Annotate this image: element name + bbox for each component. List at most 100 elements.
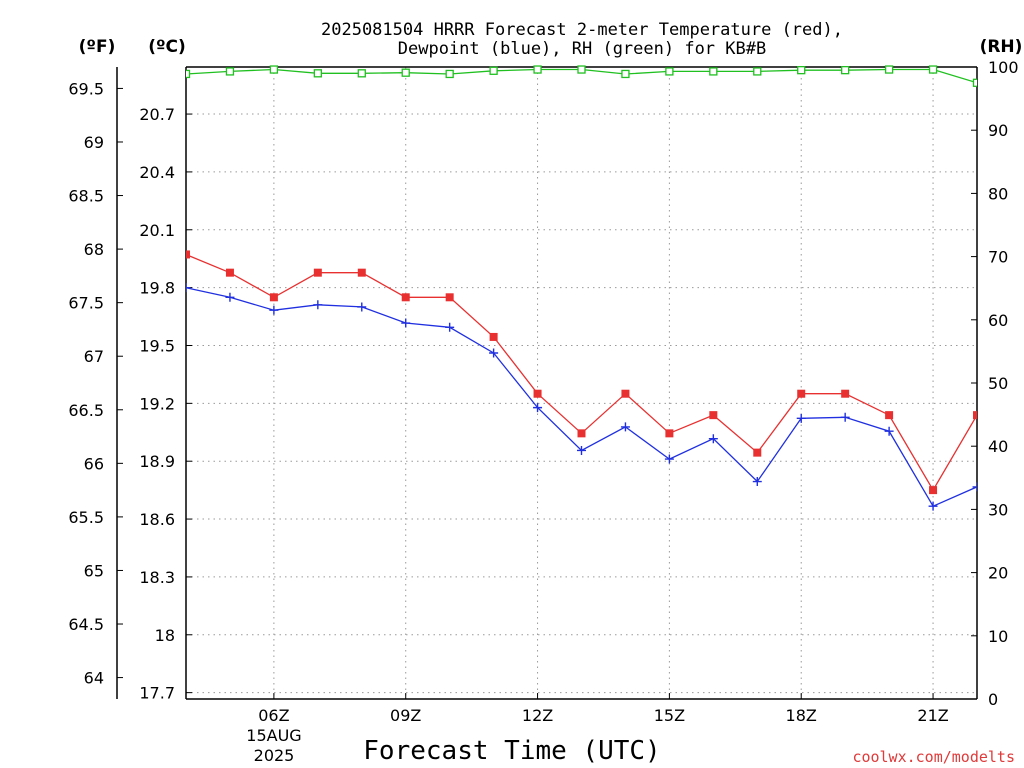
fahrenheit-tick-label: 69 xyxy=(84,133,104,152)
rh-point xyxy=(489,66,498,75)
temperature-point xyxy=(885,411,894,420)
dewpoint-point xyxy=(225,292,235,302)
rh-tick-label: 20 xyxy=(988,564,1008,583)
series xyxy=(186,65,977,511)
celsius-tick-label: 20.7 xyxy=(139,105,175,124)
dewpoint-point xyxy=(972,482,977,492)
rh-point xyxy=(269,65,279,74)
temperature-point xyxy=(709,411,718,420)
rh-tick-label: 10 xyxy=(988,627,1008,646)
rh-point xyxy=(313,69,322,78)
rh-point xyxy=(841,66,850,75)
x-tick-label: 12Z xyxy=(522,706,553,725)
dewpoint-point xyxy=(708,434,718,444)
fahrenheit-unit-label: (ºF) xyxy=(79,37,116,57)
temperature-point xyxy=(357,268,366,277)
fahrenheit-tick-label: 68.5 xyxy=(68,187,104,206)
rh-point xyxy=(928,65,938,74)
dewpoint-point xyxy=(401,318,411,328)
rh-point xyxy=(186,69,191,79)
dewpoint-point xyxy=(884,426,894,436)
rh-unit-label: (RH) xyxy=(980,37,1023,57)
temperature-point xyxy=(533,389,542,398)
dewpoint-point xyxy=(664,454,674,464)
celsius-unit-label: (ºC) xyxy=(148,37,186,57)
temperature-point xyxy=(445,293,454,302)
x-tick-label: 21Z xyxy=(917,706,948,725)
x-tick-label: 18Z xyxy=(786,706,817,725)
axes: 64 64.5 65 65.5 66 66.5 67 67.5 68 68.5 69 69.5 17.7… xyxy=(68,58,1018,725)
x-tick-label: 15Z xyxy=(654,706,685,725)
celsius-tick-label: 18.3 xyxy=(139,568,175,587)
rh-tick-label: 50 xyxy=(988,374,1008,393)
x-axis-title: Forecast Time (UTC) xyxy=(363,736,660,766)
temperature-point xyxy=(577,429,586,438)
temperature-point xyxy=(313,268,322,277)
rh-point xyxy=(753,67,762,76)
temperature-point xyxy=(401,293,410,302)
celsius-tick-label: 19.5 xyxy=(139,336,175,355)
rh-point xyxy=(665,67,674,76)
dewpoint-point xyxy=(533,403,543,413)
temperature-point xyxy=(841,389,850,398)
celsius-tick-label: 19.8 xyxy=(139,279,175,298)
fahrenheit-tick-label: 64 xyxy=(84,669,104,688)
fahrenheit-tick-label: 65.5 xyxy=(68,508,104,527)
fahrenheit-tick-label: 68 xyxy=(84,240,104,259)
dewpoint-point xyxy=(796,413,806,423)
rh-tick-label: 80 xyxy=(988,184,1008,203)
dewpoint-point xyxy=(840,412,850,422)
dewpoint-point xyxy=(489,348,499,358)
temperature-point xyxy=(269,293,278,302)
rh-point xyxy=(797,66,806,75)
x-tick-label: 09Z xyxy=(390,706,421,725)
rh-point xyxy=(533,65,542,74)
celsius-tick-label: 19.2 xyxy=(139,394,175,413)
temperature-point xyxy=(225,268,234,277)
grid xyxy=(186,67,977,699)
rh-point xyxy=(709,67,718,76)
dewpoint-point xyxy=(269,305,279,315)
fahrenheit-tick-label: 64.5 xyxy=(68,615,104,634)
celsius-tick-label: 17.7 xyxy=(139,684,175,703)
celsius-tick-label: 20.1 xyxy=(139,221,175,240)
rh-point xyxy=(225,67,235,76)
temperature-point xyxy=(797,389,806,398)
fahrenheit-tick-label: 69.5 xyxy=(68,79,104,98)
chart-title-line2: Dewpoint (blue), RH (green) for KB#B xyxy=(398,39,766,59)
fahrenheit-tick-label: 67 xyxy=(84,347,104,366)
celsius-tick-label: 18.6 xyxy=(139,510,175,529)
chart-title-line1: 2025081504 HRRR Forecast 2-meter Tempera… xyxy=(321,20,843,40)
x-tick-label: 06Z xyxy=(258,706,289,725)
rh-point xyxy=(884,65,894,74)
temperature-point xyxy=(973,411,977,420)
rh-tick-label: 0 xyxy=(988,690,998,709)
rh-point xyxy=(972,78,977,87)
dewpoint-line xyxy=(186,287,977,508)
rh-point xyxy=(445,69,454,79)
fahrenheit-tick-label: 66 xyxy=(84,454,104,473)
rh-point xyxy=(621,69,630,79)
fahrenheit-tick-label: 67.5 xyxy=(68,294,104,313)
temperature-point xyxy=(621,389,630,398)
rh-point xyxy=(357,69,366,78)
series-group xyxy=(186,65,977,511)
temperature-point xyxy=(186,250,190,259)
date-label-year: 2025 xyxy=(254,746,295,765)
temperature-point xyxy=(489,332,498,341)
rh-tick-label: 90 xyxy=(988,121,1008,140)
rh-point xyxy=(401,68,410,77)
dewpoint-point xyxy=(357,302,367,312)
temperature-point xyxy=(929,486,938,495)
rh-tick-label: 60 xyxy=(988,311,1008,330)
watermark: coolwx.com/modelts xyxy=(852,748,1015,766)
temperature-point xyxy=(665,429,674,438)
rh-point xyxy=(577,65,586,74)
dewpoint-point xyxy=(577,445,586,455)
temperature-point xyxy=(753,448,762,457)
dewpoint-point xyxy=(445,322,455,332)
dewpoint-point xyxy=(313,300,323,310)
celsius-tick-label: 20.4 xyxy=(139,163,175,182)
rh-tick-label: 40 xyxy=(988,437,1008,456)
